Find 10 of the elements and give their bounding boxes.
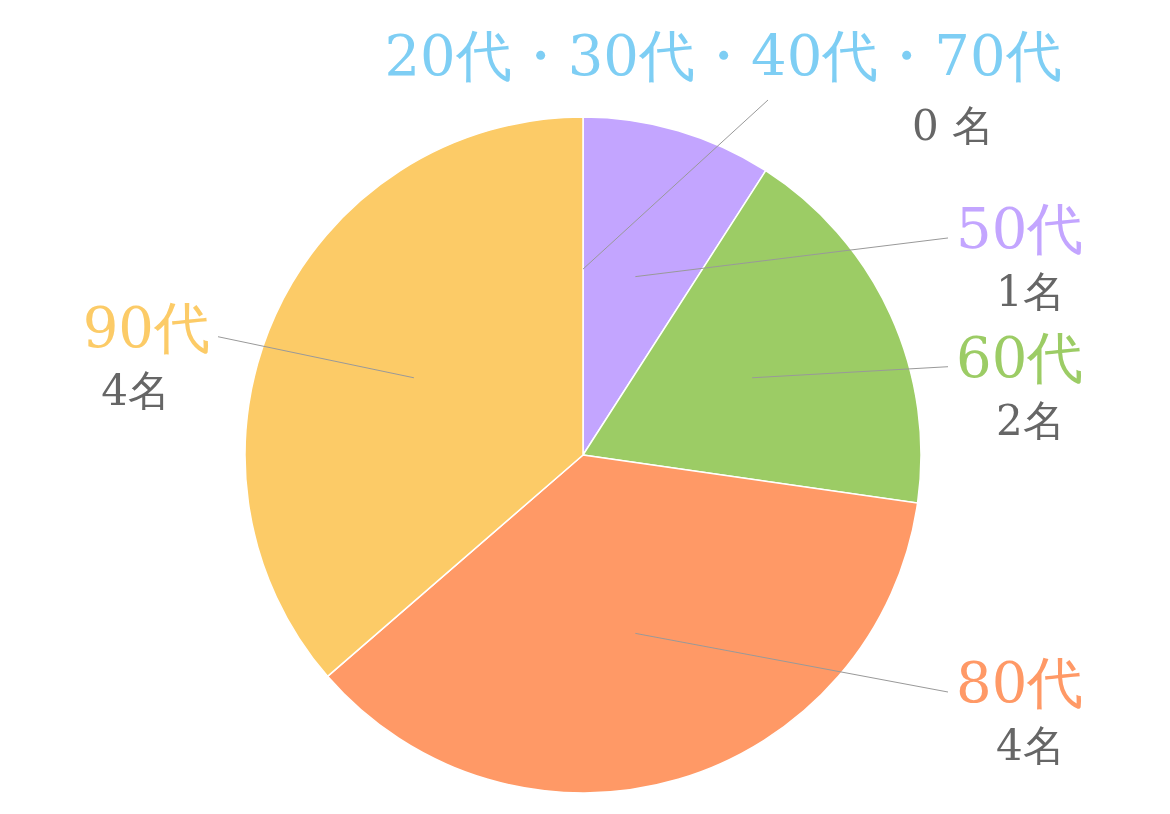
slice-label: 80代 bbox=[956, 650, 1084, 716]
slice-label: 90代 bbox=[82, 294, 210, 360]
data-label: 4名 bbox=[101, 365, 170, 415]
text: 0 名 bbox=[911, 101, 995, 150]
category-label: 20代・30代・40代・70代 bbox=[384, 23, 1062, 88]
slice-label: 50代 bbox=[956, 195, 1084, 261]
data-label: 2名 bbox=[996, 395, 1065, 445]
slice-label: 60代 bbox=[956, 324, 1084, 390]
data-label: 4名 bbox=[996, 721, 1065, 771]
data-label: 1名 bbox=[996, 266, 1065, 316]
